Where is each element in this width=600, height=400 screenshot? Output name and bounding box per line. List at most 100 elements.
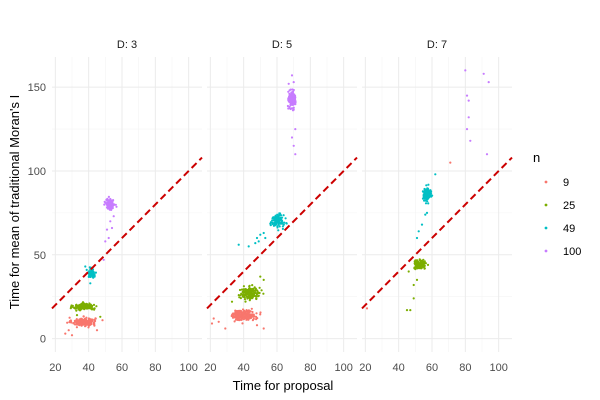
data-point bbox=[85, 305, 88, 308]
data-point bbox=[244, 293, 248, 297]
data-point bbox=[72, 322, 75, 325]
data-point bbox=[291, 97, 294, 100]
data-point bbox=[235, 312, 238, 315]
data-point bbox=[89, 322, 92, 325]
data-point bbox=[271, 219, 274, 222]
data-point bbox=[67, 329, 70, 332]
data-point bbox=[250, 313, 253, 316]
data-point bbox=[272, 216, 275, 219]
data-point bbox=[75, 319, 78, 322]
data-point bbox=[242, 285, 245, 288]
data-point bbox=[248, 295, 251, 298]
data-point bbox=[252, 315, 255, 318]
data-point bbox=[115, 205, 118, 208]
data-point bbox=[423, 199, 426, 202]
data-point bbox=[217, 320, 220, 323]
data-point bbox=[291, 91, 294, 94]
data-point bbox=[422, 193, 425, 196]
data-point bbox=[240, 288, 243, 291]
data-point bbox=[255, 236, 259, 240]
legend-label: 49 bbox=[563, 223, 575, 235]
data-point bbox=[465, 128, 469, 131]
data-point bbox=[255, 312, 258, 315]
data-point bbox=[412, 283, 415, 287]
data-point bbox=[80, 307, 83, 310]
data-point bbox=[262, 327, 265, 330]
data-point bbox=[84, 319, 87, 322]
data-point bbox=[417, 264, 420, 267]
data-point bbox=[85, 322, 88, 326]
data-point bbox=[414, 259, 417, 262]
data-point bbox=[70, 334, 74, 337]
data-point bbox=[264, 236, 267, 240]
data-point bbox=[255, 324, 259, 327]
data-point bbox=[114, 203, 117, 206]
data-points bbox=[64, 195, 118, 337]
data-point bbox=[256, 317, 259, 320]
data-point bbox=[242, 312, 245, 315]
data-point bbox=[94, 317, 97, 320]
data-point bbox=[424, 199, 427, 202]
data-point bbox=[425, 211, 429, 214]
data-point bbox=[283, 221, 286, 224]
data-point bbox=[427, 202, 430, 205]
data-point bbox=[94, 271, 97, 274]
legend-item: 49 bbox=[544, 223, 575, 235]
legend-key bbox=[544, 249, 548, 253]
data-point bbox=[252, 294, 255, 297]
data-point bbox=[259, 275, 262, 278]
data-point bbox=[467, 99, 470, 102]
data-point bbox=[248, 285, 251, 288]
data-point bbox=[487, 81, 490, 84]
data-point bbox=[112, 215, 115, 218]
data-point bbox=[252, 289, 255, 292]
data-point bbox=[289, 107, 292, 111]
data-point bbox=[420, 265, 423, 268]
data-point bbox=[212, 317, 215, 320]
data-point bbox=[485, 153, 489, 156]
legend-key bbox=[544, 180, 548, 184]
data-point bbox=[95, 305, 98, 308]
data-point bbox=[69, 307, 72, 310]
data-point bbox=[424, 202, 428, 205]
data-point bbox=[292, 106, 295, 109]
data-point bbox=[110, 226, 114, 230]
legend-label: 25 bbox=[563, 200, 575, 212]
data-point bbox=[255, 297, 258, 300]
data-point bbox=[254, 287, 257, 290]
data-point bbox=[290, 136, 294, 139]
data-point bbox=[425, 188, 428, 191]
data-point bbox=[427, 190, 430, 193]
data-point bbox=[231, 316, 235, 319]
y-tick-label: 150 bbox=[28, 82, 46, 94]
data-point bbox=[75, 326, 78, 329]
data-point bbox=[230, 314, 233, 318]
data-point bbox=[237, 294, 240, 297]
data-point bbox=[292, 81, 295, 84]
data-point bbox=[102, 258, 105, 261]
x-tick-label: 40 bbox=[393, 362, 405, 374]
data-point bbox=[464, 69, 467, 72]
data-point bbox=[294, 128, 297, 131]
data-point bbox=[254, 242, 257, 245]
data-point bbox=[286, 104, 289, 108]
legend-item: 9 bbox=[544, 177, 569, 189]
data-points bbox=[210, 74, 297, 330]
data-point bbox=[251, 310, 254, 314]
data-point bbox=[256, 295, 260, 298]
data-point bbox=[242, 315, 245, 318]
data-point bbox=[81, 319, 84, 322]
data-point bbox=[80, 324, 83, 327]
data-point bbox=[259, 313, 262, 316]
data-point bbox=[271, 221, 274, 224]
data-point bbox=[405, 309, 409, 312]
facet-panel: D: 5 20 40 60 80 100 bbox=[204, 39, 358, 374]
data-point bbox=[93, 321, 96, 324]
data-point bbox=[224, 327, 227, 330]
data-point bbox=[415, 278, 419, 281]
data-point bbox=[91, 318, 94, 321]
data-point bbox=[239, 316, 242, 319]
data-point bbox=[247, 294, 250, 297]
data-point bbox=[68, 316, 71, 319]
data-point bbox=[424, 213, 427, 216]
